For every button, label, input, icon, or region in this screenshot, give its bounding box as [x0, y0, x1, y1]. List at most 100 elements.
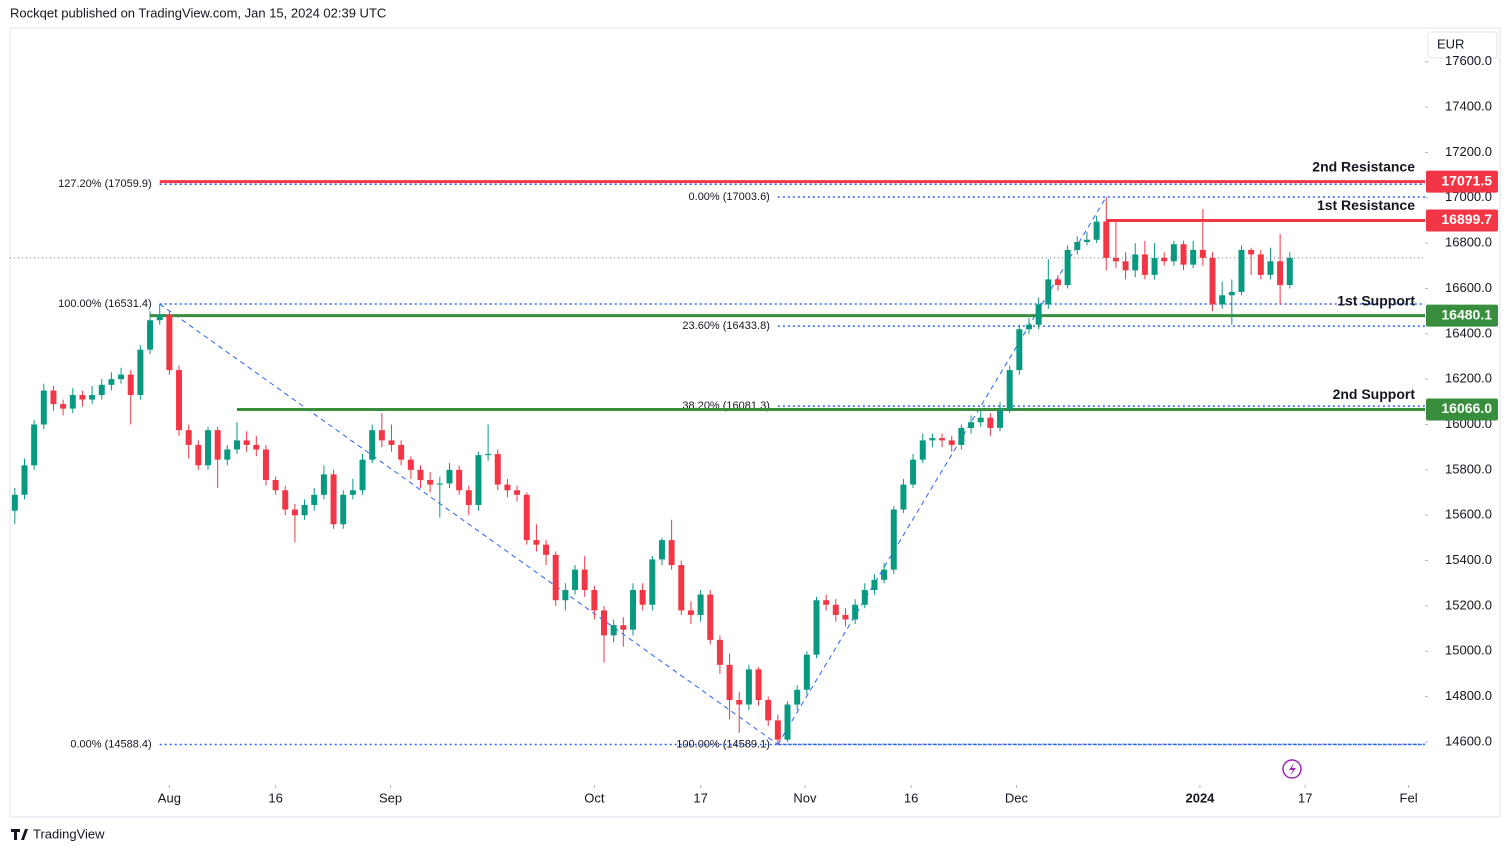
candle-body: [1025, 324, 1032, 330]
candle-body: [340, 494, 347, 525]
candle-body: [601, 610, 608, 636]
candle-body: [127, 374, 134, 396]
candle-body: [620, 625, 627, 630]
candle-body: [1228, 291, 1235, 296]
candle-body: [1209, 257, 1216, 305]
level-value: 16066.0: [1441, 400, 1492, 416]
candle-body: [726, 664, 733, 700]
x-tick-label: Oct: [584, 790, 605, 805]
candle-body: [1141, 254, 1148, 275]
candle-body: [1035, 304, 1042, 325]
y-tick-label: 15400.0: [1445, 552, 1492, 567]
candle-body: [523, 494, 530, 541]
candle-body: [388, 440, 395, 445]
candle-body: [89, 395, 96, 400]
fib-label: 0.00% (17003.6): [689, 191, 770, 203]
candle-body: [185, 430, 192, 445]
candle-body: [900, 484, 907, 510]
candle-body: [1112, 257, 1119, 262]
candle-body: [794, 689, 801, 705]
candle-body: [1277, 261, 1284, 286]
level-label: 1st Support: [1337, 292, 1415, 308]
candle-body: [1083, 239, 1090, 242]
candle-body: [11, 494, 18, 511]
candle-body: [803, 654, 810, 690]
y-tick-label: 14800.0: [1445, 688, 1492, 703]
trend-line: [777, 196, 1107, 745]
candle-body: [736, 699, 743, 705]
candle-body: [977, 417, 984, 423]
y-tick-label: 15600.0: [1445, 507, 1492, 522]
candle-body: [765, 699, 772, 721]
candle-body: [1151, 257, 1158, 275]
frame: [9, 27, 1501, 818]
candle-body: [668, 540, 675, 566]
candle-body: [1016, 329, 1023, 371]
candle-body: [1161, 257, 1168, 262]
candle-body: [243, 440, 250, 445]
candle-body: [108, 379, 115, 385]
candle-body: [31, 424, 38, 466]
y-tick-label: 17400.0: [1445, 99, 1492, 114]
candle-body: [224, 449, 231, 460]
candle-body: [581, 569, 588, 591]
candle-body: [494, 453, 501, 485]
candle-body: [514, 490, 521, 495]
icon-circle: [1282, 759, 1302, 779]
candle-body: [919, 440, 926, 460]
candle-body: [1180, 244, 1187, 265]
candle-body: [456, 469, 463, 491]
x-tick-label: Aug: [158, 790, 181, 805]
candle-body: [60, 404, 67, 409]
candle-body: [465, 490, 472, 505]
candle-body: [21, 465, 28, 495]
candle-body: [813, 600, 820, 655]
level-value-box: [1426, 398, 1498, 421]
candle-body: [446, 469, 453, 484]
replay-icon[interactable]: [1282, 759, 1302, 779]
candle-body: [1132, 254, 1139, 271]
brand-logo: [11, 829, 28, 840]
candle-body: [968, 422, 975, 428]
y-tick-label: 14600.0: [1445, 733, 1492, 748]
y-tick-label: 16200.0: [1445, 371, 1492, 386]
candle-body: [417, 469, 424, 481]
x-tick-label: Fel: [1400, 790, 1418, 805]
candle-body: [233, 440, 240, 450]
candle-body: [1054, 279, 1061, 286]
candle-body: [948, 440, 955, 445]
candle-body: [1257, 254, 1264, 275]
x-tick-label: 16: [904, 790, 918, 805]
candle-body: [359, 459, 366, 491]
candle-body: [118, 374, 125, 380]
candle-body: [407, 459, 414, 470]
candle-body: [205, 430, 211, 466]
candle-body: [871, 579, 878, 591]
candle-body: [369, 430, 376, 460]
candle-body: [1006, 370, 1013, 410]
fib-label: 100.00% (14589.1): [676, 738, 770, 750]
candle-body: [176, 370, 183, 431]
y-tick-label: 16400.0: [1445, 325, 1492, 340]
candle-body: [958, 427, 965, 445]
candle-body: [1199, 249, 1206, 258]
candle-body: [842, 614, 849, 620]
candle-body: [320, 474, 327, 495]
y-tick-label: 17000.0: [1445, 189, 1492, 204]
y-tick-label: 15800.0: [1445, 461, 1492, 476]
candle-body: [98, 384, 105, 396]
x-tick-label: 2024: [1185, 790, 1215, 805]
candle-body: [485, 453, 492, 456]
candle-body: [755, 669, 762, 700]
level-value: 17071.5: [1441, 172, 1492, 188]
candle-body: [1074, 241, 1081, 250]
brand: TradingView: [33, 826, 105, 841]
candle-body: [50, 390, 57, 405]
candle-body: [262, 449, 269, 481]
candle-body: [552, 554, 559, 601]
candle-body: [291, 509, 298, 516]
candle-body: [997, 409, 1004, 428]
candle-body: [1122, 261, 1129, 271]
